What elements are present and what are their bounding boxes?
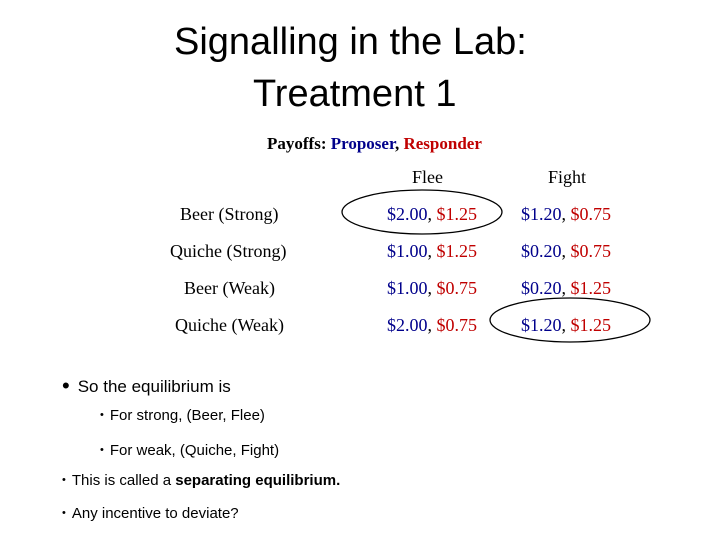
payoffs-caption: Payoffs: Proposer, Responder <box>267 134 482 154</box>
bullet-deviate: • Any incentive to deviate? <box>62 505 239 522</box>
cell-beer-strong-flee: $2.00, $1.25 <box>387 204 477 224</box>
title-line-1: Signalling in the Lab: <box>174 21 527 63</box>
row-label-quiche-strong: Quiche (Strong) <box>170 241 287 261</box>
bullet-dot-icon: • <box>62 474 66 486</box>
bullet-separating: • This is called a separating equilibrium… <box>62 472 340 489</box>
title-line-2: Treatment 1 <box>253 73 457 115</box>
bullet-dot-icon: • <box>62 507 66 519</box>
cell-beer-weak-flee: $1.00, $0.75 <box>387 278 477 298</box>
sub-bullet-weak: • For weak, (Quiche, Fight) <box>100 442 279 459</box>
bullet-dot-icon: • <box>100 444 104 456</box>
bullet-bold-text: separating equilibrium. <box>175 472 341 489</box>
highlight-oval-weak <box>489 297 651 343</box>
column-header-flee: Flee <box>412 167 443 187</box>
highlight-oval-strong <box>341 189 503 235</box>
row-label-quiche-weak: Quiche (Weak) <box>175 315 284 335</box>
responder-label: Responder <box>403 134 482 153</box>
sub-bullet-strong: • For strong, (Beer, Flee) <box>100 407 265 424</box>
bullet-text: For weak, (Quiche, Fight) <box>109 442 280 459</box>
bullet-text: For strong, (Beer, Flee) <box>109 407 265 424</box>
row-label-beer-weak: Beer (Weak) <box>184 278 275 298</box>
cell-beer-weak-fight: $0.20, $1.25 <box>521 278 611 298</box>
payoffs-label: Payoffs: <box>267 134 331 153</box>
row-label-beer-strong: Beer (Strong) <box>180 204 279 224</box>
column-header-fight: Fight <box>548 167 587 187</box>
cell-quiche-strong-fight: $0.20, $0.75 <box>521 241 611 261</box>
cell-quiche-weak-flee: $2.00, $0.75 <box>387 315 477 335</box>
proposer-label: Proposer <box>330 134 395 153</box>
caption-comma: , <box>394 134 404 153</box>
cell-beer-strong-fight: $1.20, $0.75 <box>521 204 611 224</box>
bullet-text: Any incentive to deviate? <box>71 505 239 522</box>
bullet-dot-icon: • <box>100 409 104 421</box>
bullet-text: So the equilibrium is <box>77 377 231 396</box>
cell-quiche-strong-flee: $1.00, $1.25 <box>387 241 477 261</box>
bullet-equilibrium: • So the equilibrium is <box>62 372 231 398</box>
cell-quiche-weak-fight: $1.20, $1.25 <box>521 315 611 335</box>
bullet-dot-icon: • <box>62 373 70 398</box>
bullet-text: This is called a <box>71 472 176 489</box>
